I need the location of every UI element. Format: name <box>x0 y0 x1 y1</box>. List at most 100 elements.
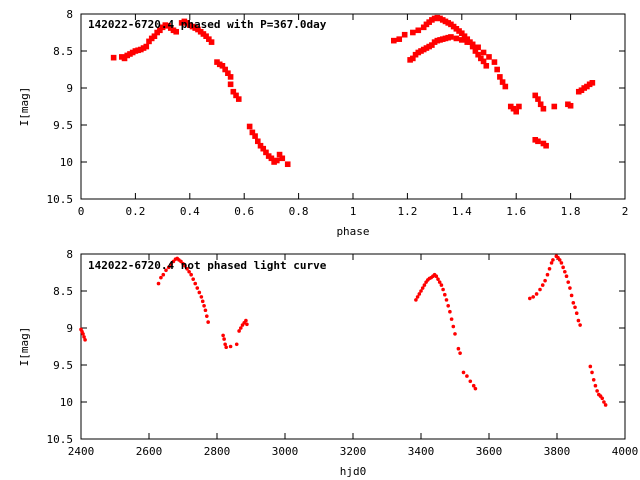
data-point <box>464 36 471 42</box>
data-point <box>578 323 582 327</box>
data-point <box>551 103 558 110</box>
data-point <box>483 63 490 69</box>
y-tick-label: 8 <box>66 8 73 21</box>
data-point <box>547 267 552 271</box>
data-point <box>227 74 234 80</box>
data-point <box>468 379 473 384</box>
data-point <box>199 295 204 299</box>
data-point <box>446 304 451 308</box>
data-point <box>156 281 161 286</box>
data-point <box>480 58 487 65</box>
data-point <box>439 283 444 287</box>
x-tick-label: 1.6 <box>506 205 526 218</box>
y-axis-label: I[mag] <box>18 327 31 367</box>
x-tick-label: 2600 <box>136 445 163 458</box>
data-point <box>268 155 275 162</box>
data-point <box>146 38 152 45</box>
data-point <box>191 277 195 281</box>
x-tick-label: 3000 <box>272 445 299 458</box>
data-point <box>567 102 574 109</box>
y-tick-label: 8.5 <box>53 45 73 58</box>
data-point <box>410 29 416 36</box>
data-point <box>429 42 435 48</box>
y-tick-label: 10 <box>60 396 73 409</box>
data-point <box>234 342 239 347</box>
data-point <box>422 283 427 287</box>
data-point <box>475 44 481 51</box>
x-tick-label: 4000 <box>612 445 639 458</box>
y-tick-label: 8.5 <box>53 285 73 298</box>
data-point <box>233 92 239 99</box>
data-point <box>531 295 535 299</box>
data-point <box>449 317 454 321</box>
data-point <box>164 268 168 273</box>
x-tick-label: 3200 <box>340 445 367 458</box>
data-point <box>535 138 541 145</box>
data-point <box>459 37 465 43</box>
x-tick-label: 3600 <box>476 445 503 458</box>
data-point <box>564 274 569 279</box>
data-point <box>465 374 469 378</box>
data-point <box>559 261 564 265</box>
data-point <box>458 351 462 355</box>
data-point <box>203 33 209 39</box>
data-point <box>244 318 248 323</box>
data-point <box>110 54 117 61</box>
data-point <box>537 101 544 108</box>
data-point <box>222 337 226 341</box>
data-point <box>456 346 461 351</box>
data-point <box>420 286 425 290</box>
plot-title: 142022-6720.4 phased with P=367.0day <box>88 18 327 31</box>
data-point <box>410 55 416 62</box>
data-point <box>228 344 233 349</box>
data-point <box>396 36 403 42</box>
data-point <box>230 88 237 95</box>
data-point <box>486 54 492 60</box>
data-point <box>193 281 198 286</box>
y-tick-label: 9.5 <box>53 359 73 372</box>
x-tick-label: 0 <box>78 205 85 218</box>
data-point <box>516 103 522 110</box>
data-point <box>401 31 408 38</box>
data-point <box>540 283 545 287</box>
data-point <box>203 308 208 313</box>
data-point <box>472 48 479 54</box>
x-tick-label: 1.2 <box>397 205 417 218</box>
x-axis-label: phase <box>336 225 369 238</box>
data-point <box>284 161 291 168</box>
data-point <box>82 335 86 339</box>
data-point <box>543 278 547 283</box>
x-tick-label: 1.8 <box>561 205 581 218</box>
data-point <box>591 378 596 382</box>
data-point <box>224 345 228 350</box>
data-point <box>157 27 163 34</box>
y-tick-label: 10.5 <box>47 433 74 446</box>
data-point <box>448 309 452 314</box>
data-point <box>443 292 447 297</box>
data-point <box>227 81 234 88</box>
data-point <box>143 43 150 50</box>
data-point <box>249 129 256 136</box>
unphased-light-curve-panel: 2400 2600 2800 3000 3200 3400 3600 3800 4000 8 8.5… <box>18 248 638 478</box>
plot-frame <box>80 253 626 440</box>
data-point <box>151 33 158 39</box>
data-point <box>453 35 460 42</box>
x-tick-label: 2 <box>622 205 629 218</box>
x-tick-label: 3400 <box>408 445 435 458</box>
data-point <box>602 400 606 404</box>
data-point <box>246 123 253 130</box>
data-point <box>437 280 442 284</box>
data-point <box>576 318 581 323</box>
data-point <box>417 292 422 296</box>
data-point <box>419 289 423 293</box>
data-point <box>549 261 554 265</box>
data-point <box>494 66 500 73</box>
x-tick-label: 3800 <box>544 445 571 458</box>
data-point <box>173 28 179 35</box>
data-point <box>532 92 539 99</box>
data-point <box>436 277 440 281</box>
data-point <box>263 149 269 156</box>
data-point <box>161 272 166 277</box>
data-point <box>510 105 517 112</box>
